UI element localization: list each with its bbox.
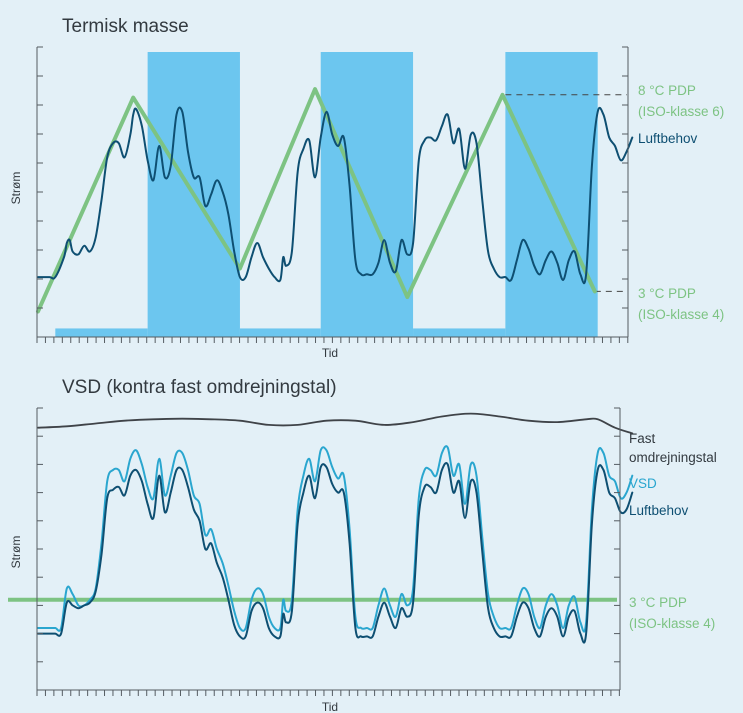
chart-title-vsd: VSD (kontra fast omdrejningstal) — [62, 377, 337, 398]
fixed-speed-label-line2: omdrejningstal — [629, 450, 717, 465]
pdp-3-label: 3 °C PDP — [638, 286, 696, 301]
series-pdp-line — [36, 87, 597, 314]
demand-label: Luftbehov — [638, 131, 698, 146]
pdp-3-sublabel: (ISO-klasse 4) — [638, 307, 724, 322]
vsd-label: VSD — [629, 476, 657, 491]
bar-4 — [413, 328, 506, 337]
bars-group — [55, 52, 598, 337]
series-fixed-line — [37, 412, 634, 435]
pdp-8-label: 8 °C PDP — [638, 83, 696, 98]
chart-title-thermal-mass: Termisk masse — [62, 16, 189, 37]
bar-0 — [55, 328, 148, 337]
series-vsd-line — [37, 445, 634, 633]
series-demand-line — [37, 462, 634, 644]
fixed-speed-label-line1: Fast — [629, 431, 656, 446]
bar-5 — [505, 52, 598, 337]
lines-group — [8, 412, 634, 644]
axes-group — [36, 46, 629, 343]
fixed-speed-label-part1: Fast — [629, 431, 656, 446]
y-axis-label: Strøm — [9, 536, 23, 569]
series-demand-line — [37, 106, 634, 285]
y-axis-label: Strøm — [9, 172, 23, 205]
pdp-8-sublabel: (ISO-klasse 6) — [638, 104, 724, 119]
x-axis-label: Tid — [322, 346, 338, 360]
pdp-3-sublabel: (ISO-klasse 4) — [629, 616, 715, 631]
axes-group — [36, 407, 621, 696]
demand-label: Luftbehov — [629, 503, 689, 518]
chart-vsd: VSD (kontra fast omdrejningstal) Tid Str… — [8, 377, 717, 713]
x-axis-label: Tid — [322, 700, 338, 713]
fixed-speed-label-part2: omdrejningstal — [629, 450, 717, 465]
pdp-3-label: 3 °C PDP — [629, 595, 687, 610]
chart-thermal-mass: Termisk masse Tid Strøm 8 °C PDP (ISO-kl… — [9, 16, 724, 360]
lines-group — [36, 87, 634, 314]
bar-2 — [239, 328, 321, 337]
bar-3 — [320, 52, 414, 337]
